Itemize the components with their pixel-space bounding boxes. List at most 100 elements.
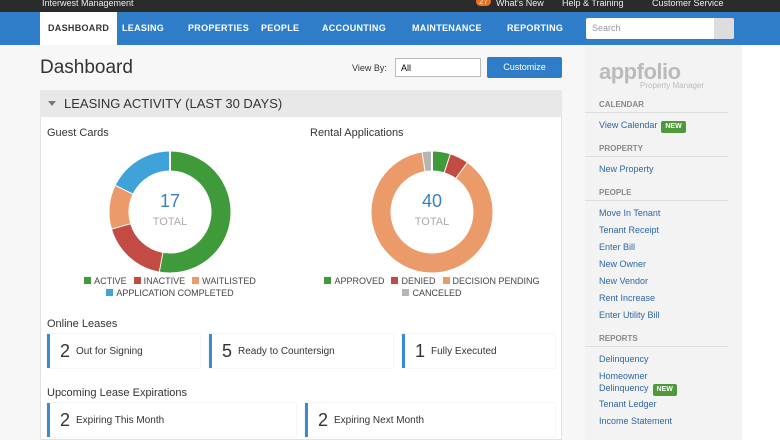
- top-link[interactable]: Customer Service: [652, 0, 724, 8]
- sidebar-link[interactable]: Tenant Ledger: [599, 399, 657, 409]
- sidebar-link[interactable]: Enter Utility Bill: [599, 310, 660, 320]
- legend-label: DECISION PENDING: [452, 276, 540, 286]
- legend-item: APPLICATION COMPLETED: [106, 288, 234, 298]
- page-title: Dashboard: [40, 57, 133, 78]
- card-label: Expiring Next Month: [334, 414, 425, 426]
- chart-title: Guest Cards: [47, 127, 109, 139]
- donut-segment: [371, 152, 493, 273]
- legend-swatch: [192, 277, 200, 284]
- sidebar-link[interactable]: Delinquency: [599, 354, 649, 364]
- sidebar: appfolio Property Manager CALENDAR View C…: [585, 45, 742, 440]
- donut-segment: [115, 151, 171, 194]
- nav-item[interactable]: REPORTING: [507, 23, 564, 33]
- legend-item: APPROVED: [324, 276, 384, 286]
- donut-segment: [431, 151, 451, 173]
- top-link[interactable]: What's New: [496, 0, 544, 8]
- sidebar-link[interactable]: New Owner: [599, 259, 647, 269]
- card-label: Ready to Countersign: [238, 345, 335, 357]
- search-placeholder: Search: [592, 23, 621, 33]
- sidebar-link[interactable]: Rent Increase: [599, 293, 656, 303]
- donut-total: 17: [160, 191, 180, 211]
- charts: 17 TOTAL 40 TOTAL: [109, 150, 493, 273]
- sidebar-link[interactable]: Income Statement: [599, 416, 673, 426]
- badge: 27: [476, 0, 491, 6]
- card-label: Fully Executed: [431, 345, 497, 357]
- sidebar-heading: REPORTS: [585, 328, 728, 347]
- legend-item: CANCELED: [402, 288, 462, 298]
- panel-title: LEASING ACTIVITY (LAST 30 DAYS): [40, 90, 562, 117]
- legend-swatch: [324, 277, 332, 284]
- donut-segment: [422, 151, 433, 172]
- card-label: Out for Signing: [76, 345, 143, 357]
- sidebar-heading: PROPERTY: [585, 138, 728, 157]
- donut-total-label: TOTAL: [415, 216, 449, 228]
- legend: APPROVED DENIED DECISION PENDING CANCELED: [312, 276, 552, 298]
- summary-card[interactable]: 1 Fully Executed: [402, 334, 555, 368]
- nav-item[interactable]: PROPERTIES: [188, 23, 250, 33]
- summary-card[interactable]: 5 Ready to Countersign: [209, 334, 393, 368]
- chart-title: Rental Applications: [310, 127, 404, 139]
- sidebar-link-row: View Calendar NEW: [585, 117, 742, 134]
- legend-label: CANCELED: [412, 288, 462, 298]
- view-by-select[interactable]: All: [395, 58, 481, 77]
- sidebar-link[interactable]: View Calendar: [599, 120, 658, 130]
- search-box[interactable]: Search: [586, 18, 734, 39]
- nav-item[interactable]: LEASING: [122, 23, 165, 33]
- summary-card[interactable]: 2 Out for Signing: [47, 334, 200, 368]
- nav-item[interactable]: MAINTENANCE: [412, 23, 482, 33]
- main-content: Dashboard View By: All Customize LEASING…: [0, 45, 585, 440]
- segment-gap: [157, 251, 164, 273]
- sidebar-link-row: Tenant Receipt: [585, 222, 742, 239]
- collapse-icon[interactable]: [48, 101, 56, 106]
- sidebar-link-row: Enter Bill: [585, 239, 742, 256]
- sidebar-link[interactable]: Tenant Receipt: [599, 225, 660, 235]
- donut-segment: [444, 154, 468, 179]
- blank: [742, 45, 780, 440]
- logo: appfolio: [599, 59, 681, 84]
- nav-item[interactable]: DASHBOARD: [40, 12, 118, 47]
- legend-swatch: [84, 277, 92, 284]
- sidebar-link-row: New Property: [585, 161, 742, 178]
- card-count: 2: [60, 340, 71, 361]
- legend: ACTIVE INACTIVE WAITLISTED APPLICATION COMP…: [50, 276, 290, 298]
- customize-button[interactable]: Customize: [487, 57, 562, 78]
- sidebar-heading: CALENDAR: [585, 94, 728, 113]
- donut-segment: [111, 222, 163, 272]
- summary-card[interactable]: 2 Expiring This Month: [47, 403, 296, 437]
- nav-bar: Search DASHBOARD LEASING PROPERTIES PEOPLE A…: [0, 12, 780, 47]
- legend-label: INACTIVE: [143, 276, 186, 286]
- sidebar-link[interactable]: Homeowner Delinquency: [599, 371, 649, 393]
- sidebar-link[interactable]: New Vendor: [599, 276, 649, 286]
- nav-item[interactable]: ACCOUNTING: [322, 23, 386, 33]
- sidebar-link[interactable]: Enter Bill: [599, 242, 636, 252]
- card-count: 2: [318, 409, 329, 430]
- sidebar-link-row: Tenant Ledger: [585, 396, 742, 413]
- sidebar-menu: CALENDAR View Calendar NEW PROPERTY New Prop…: [585, 94, 742, 430]
- card-count: 5: [222, 340, 233, 361]
- new-badge: NEW: [661, 121, 686, 133]
- sidebar-link[interactable]: New Property: [599, 164, 654, 174]
- section-title: Upcoming Lease Expirations: [47, 387, 188, 399]
- nav-item[interactable]: PEOPLE: [261, 23, 300, 33]
- new-badge: NEW: [652, 384, 677, 396]
- legend-swatch: [106, 289, 114, 296]
- top-link[interactable]: Help & Training: [562, 0, 624, 8]
- sidebar-link[interactable]: Move In Tenant: [599, 208, 661, 218]
- card-label: Expiring This Month: [76, 414, 165, 426]
- legend-label: DENIED: [401, 276, 436, 286]
- legend-label: APPLICATION COMPLETED: [116, 288, 234, 298]
- search-button[interactable]: [714, 18, 734, 39]
- legend-swatch: [133, 277, 141, 284]
- summary-card[interactable]: 2 Expiring Next Month: [305, 403, 555, 437]
- card-count: 2: [60, 409, 71, 430]
- sidebar-link-row: Enter Utility Bill: [585, 307, 742, 324]
- view-by-label: View By:: [352, 63, 387, 73]
- top-bar: Interwest Management 27 What's New Help …: [0, 0, 780, 12]
- card-count: 1: [415, 340, 426, 361]
- sidebar-link-row: New Owner: [585, 256, 742, 273]
- donut-total-label: TOTAL: [153, 216, 187, 228]
- sidebar-link-row: New Vendor: [585, 273, 742, 290]
- legend-swatch: [391, 277, 399, 284]
- legend-item: WAITLISTED: [192, 276, 256, 286]
